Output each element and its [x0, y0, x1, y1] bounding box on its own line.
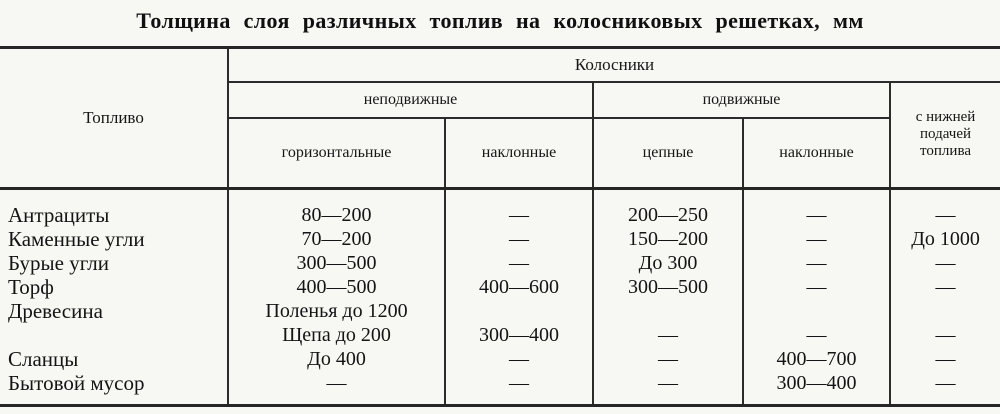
column-header-inclined-fixed: наклонные — [445, 117, 594, 190]
table-row: Древесина Поленья до 1200 Щепа до 200 30… — [0, 299, 1000, 347]
table-row: Бытовой мусор — — — 300—400 — — [0, 371, 1000, 406]
cell-inclined-fixed: — — [445, 251, 594, 275]
header-row-group: Топливо Колосники — [0, 47, 1000, 190]
column-subgroup-fixed: неподвижные — [228, 81, 594, 119]
column-subgroup-movable: подвижные — [593, 81, 891, 119]
cell-inclined-fixed: 300—400 — [445, 299, 594, 347]
column-group-grates: Колосники — [228, 47, 1000, 83]
cell-inclined-movable: — — [743, 275, 891, 299]
cell-horizontal: 70—200 — [228, 227, 446, 251]
cell-horizontal-two-lines: Поленья до 1200 Щепа до 200 — [228, 299, 446, 347]
cell-bottom-feed: — — [935, 204, 956, 226]
table-row: Бурые угли 300—500 — До 300 — — — [0, 251, 1000, 275]
cell-horizontal-line2: Щепа до 200 — [282, 324, 391, 346]
header-row-subgroup: неподвижные подвижные с нижней подачей т… — [0, 81, 1000, 190]
cell-horizontal: 80—200 — [228, 188, 446, 227]
cell-chain: 150—200 — [593, 227, 744, 251]
table-row: Антрациты 80—200 — 200—250 — — — [0, 188, 1000, 227]
cell-fuel: Сланцы — [0, 347, 229, 371]
cell-chain: — — [593, 371, 744, 406]
cell-horizontal: До 400 — [228, 347, 446, 371]
cell-inclined-movable: — — [743, 251, 891, 275]
table-row: Каменные угли 70—200 — 150—200 — До 1000 — [0, 227, 1000, 251]
cell-bottom-feed: До 1000 — [911, 228, 980, 250]
cell-fuel: Древесина — [0, 299, 229, 347]
cell-chain: — — [593, 299, 744, 347]
cell-fuel: Каменные угли — [0, 227, 229, 251]
cell-bottom-feed: — — [935, 276, 956, 298]
cell-inclined-fixed: — — [445, 347, 594, 371]
column-header-chain: цепные — [593, 117, 744, 190]
cell-horizontal-line1: Поленья до 1200 — [265, 300, 408, 322]
cell-fuel: Бытовой мусор — [0, 371, 229, 406]
cell-inclined-fixed: — — [445, 188, 594, 227]
cell-inclined-movable: — — [743, 299, 891, 347]
cell-chain: 300—500 — [593, 275, 744, 299]
cell-fuel: Торф — [0, 275, 229, 299]
cell-inclined-movable: 300—400 — [743, 371, 891, 406]
cell-inclined-fixed: — — [445, 371, 594, 406]
cell-fuel: Бурые угли — [0, 251, 229, 275]
column-header-fuel: Топливо — [0, 47, 229, 190]
cell-chain: 200—250 — [593, 188, 744, 227]
cell-horizontal: 300—500 — [228, 251, 446, 275]
cell-bottom-feed: — — [935, 372, 956, 394]
cell-inclined-movable: — — [743, 188, 891, 227]
cell-fuel: Антрациты — [0, 188, 229, 227]
cell-horizontal: 400—500 — [228, 275, 446, 299]
table-row: Сланцы До 400 — — 400—700 — — [0, 347, 1000, 371]
cell-inclined-fixed: — — [445, 227, 594, 251]
table-title: Толщина слоя различных топлив на колосни… — [136, 8, 864, 33]
header-row-columns: горизонтальные наклонные цепные наклонны… — [0, 117, 1000, 190]
table-row: Торф 400—500 400—600 300—500 — — — [0, 275, 1000, 299]
fuel-thickness-table: Топливо Колосники неподвижные подвижные … — [0, 46, 1000, 407]
cell-inclined-movable: 400—700 — [743, 347, 891, 371]
column-header-horizontal: горизонтальные — [228, 117, 446, 190]
cell-inclined-movable: — — [743, 227, 891, 251]
cell-horizontal: — — [228, 371, 446, 406]
cell-bottom-feed: — — [935, 252, 956, 274]
cell-chain: До 300 — [593, 251, 744, 275]
cell-bottom-feed: — — [935, 348, 956, 370]
cell-inclined-fixed: 400—600 — [445, 275, 594, 299]
column-header-inclined-movable: наклонные — [743, 117, 891, 190]
column-header-bottom-feed: с нижней подачей топлива — [890, 81, 1000, 190]
cell-bottom-feed: — — [935, 324, 956, 346]
cell-chain: — — [593, 347, 744, 371]
